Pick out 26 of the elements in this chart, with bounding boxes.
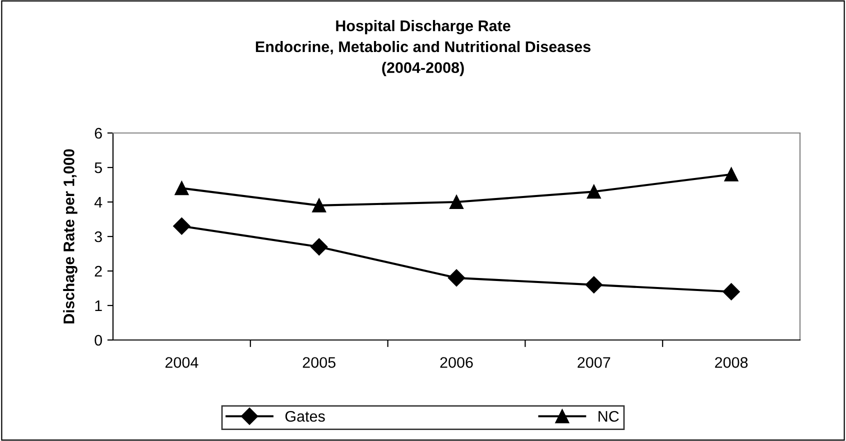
legend-label: Gates	[285, 410, 325, 422]
y-tick-label: 5	[94, 162, 102, 174]
point	[586, 184, 601, 199]
x-tick-label: 2006	[440, 357, 473, 368]
y-axis-title: Dischage Rate per 1,000	[63, 149, 78, 324]
x-tick-label: 2004	[165, 357, 198, 368]
x-tick-label: 2007	[578, 357, 610, 368]
point	[450, 195, 464, 209]
y-tick-label: 6	[94, 128, 102, 139]
point	[724, 167, 738, 182]
y-tick-label: 4	[94, 197, 102, 208]
point	[174, 181, 189, 196]
point	[310, 238, 328, 256]
y-tick-label: 2	[94, 266, 102, 277]
point	[448, 269, 466, 286]
point	[722, 283, 740, 300]
chart-title: Hospital Discharge Rate Endocrine, Metabolic and Nutritional Diseases (2004-2008)	[256, 20, 590, 76]
point	[173, 218, 190, 235]
y-tick-label: 1	[95, 300, 102, 312]
x-tick-label: 2008	[715, 357, 748, 368]
point	[312, 198, 326, 212]
y-tick-label: 0	[94, 334, 102, 346]
legend-label: NC	[598, 410, 619, 422]
point	[585, 276, 602, 294]
x-tick-label: 2005	[302, 357, 336, 368]
y-tick-label: 3	[94, 231, 102, 242]
